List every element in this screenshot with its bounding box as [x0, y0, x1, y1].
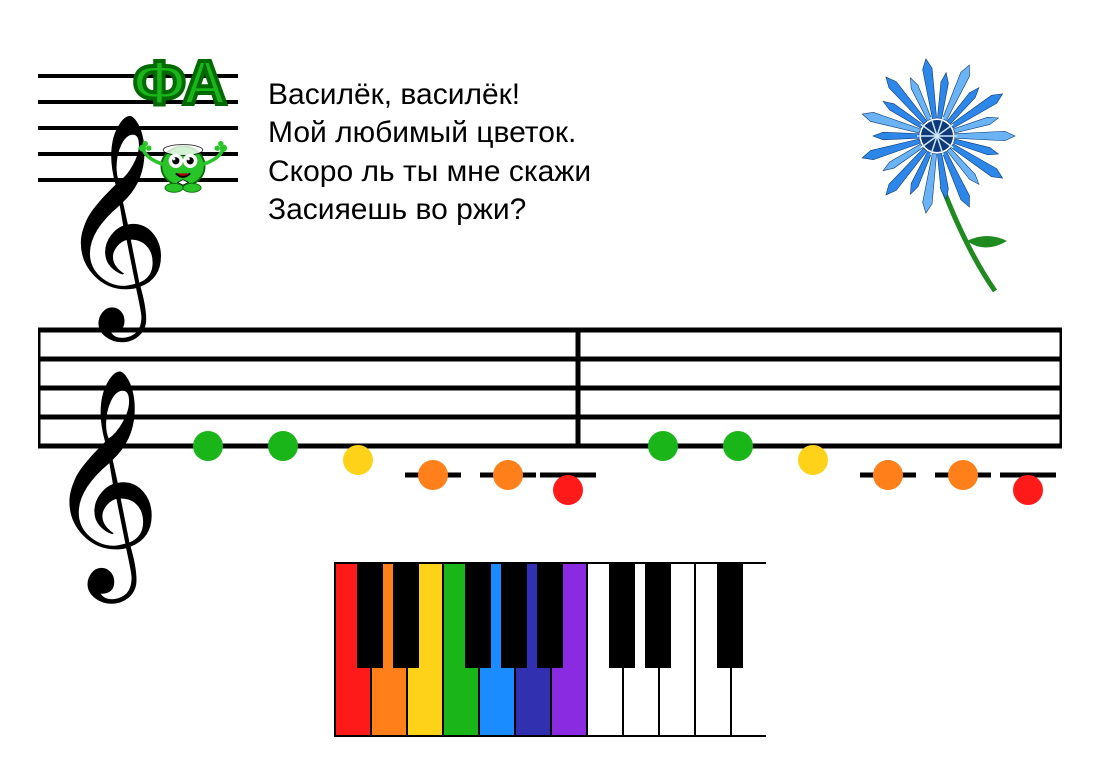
note-do — [1013, 475, 1043, 505]
poem-text: Василёк, василёк! Мой любимый цветок. Ск… — [268, 76, 591, 230]
black-key — [537, 564, 563, 668]
note-re — [418, 460, 448, 490]
black-key — [393, 564, 419, 668]
black-key — [357, 564, 383, 668]
black-key — [645, 564, 671, 668]
note-fa — [648, 431, 678, 461]
note-fa — [268, 431, 298, 461]
note-mi — [798, 445, 828, 475]
note-do — [553, 475, 583, 505]
note-re — [948, 460, 978, 490]
cornflower-icon — [802, 36, 1072, 296]
black-key — [501, 564, 527, 668]
note-fa — [723, 431, 753, 461]
black-key — [465, 564, 491, 668]
note-fa — [193, 431, 223, 461]
black-key — [609, 564, 635, 668]
note-re — [493, 460, 523, 490]
mascot-icon — [138, 122, 228, 196]
main-staff-lines — [38, 320, 1062, 470]
note-mi — [343, 445, 373, 475]
top-section: 𝄞 ФА Василёк, васил — [38, 54, 1062, 264]
note-name-label: ФА — [133, 48, 225, 119]
main-staff: 𝄞 — [38, 320, 1062, 520]
note-re — [873, 460, 903, 490]
black-key — [717, 564, 743, 668]
piano-keyboard — [334, 562, 766, 737]
mini-staff: 𝄞 ФА — [38, 54, 238, 264]
